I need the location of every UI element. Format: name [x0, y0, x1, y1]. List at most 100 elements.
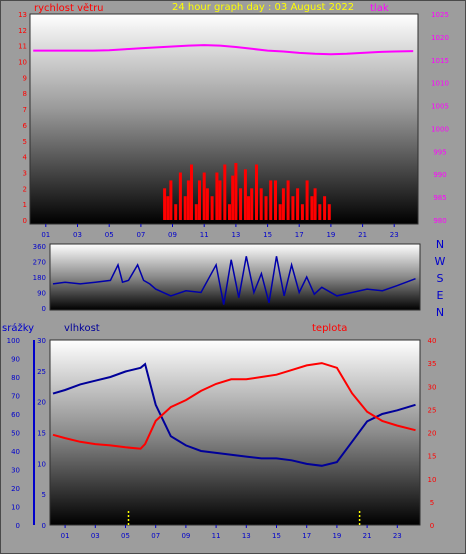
humidity-y-tick-label: 20 — [37, 399, 46, 407]
wind-x-tick-label: 09 — [168, 231, 177, 239]
wind-y-tick-label: 0 — [23, 217, 27, 225]
temperature-y-tick-label: 35 — [428, 360, 437, 368]
temperature-series-line — [52, 362, 416, 450]
wind-y-tick-label: 4 — [23, 154, 28, 162]
wind-speed-bar — [169, 180, 173, 220]
wind-speed-bar — [250, 188, 254, 220]
wind-speed-bar — [278, 204, 282, 220]
wind-speed-bar — [186, 180, 190, 220]
wind-speed-bar — [327, 204, 331, 220]
wind-speed-bar — [198, 180, 201, 220]
wind-x-tick-label: 01 — [41, 231, 50, 239]
compass-label: N — [436, 306, 444, 319]
direction-y-ticks: 0 90 180 270 360 — [33, 243, 46, 313]
wind-speed-bar — [228, 204, 231, 220]
wind-speed-bar — [239, 188, 243, 220]
bottom-x-tick-label: 17 — [302, 532, 311, 540]
bottom-x-tick-label: 05 — [121, 532, 130, 540]
rain-y-tick-label: 20 — [11, 485, 20, 493]
rain-y-tick-label: 100 — [7, 337, 20, 345]
wind-speed-bar — [318, 204, 322, 220]
rain-y-tick-label: 30 — [11, 467, 20, 475]
wind-x-tick-label: 19 — [326, 231, 335, 239]
bottom-x-tick-label: 13 — [242, 532, 251, 540]
temperature-y-tick-label: 0 — [430, 522, 434, 530]
pressure-y-tick-label: 1000 — [431, 125, 449, 133]
wind-speed-bar — [205, 188, 209, 220]
pressure-axis-label: tlak — [370, 3, 389, 14]
wind-speed-bar — [300, 204, 304, 220]
humidity-y-tick-label: 0 — [42, 522, 46, 530]
humidity-y-tick-label: 15 — [37, 430, 46, 438]
rain-y-tick-label: 80 — [11, 374, 20, 382]
wind-speed-bar — [259, 188, 263, 220]
wind-y-tick-label: 6 — [23, 122, 28, 130]
wind-speed-bar — [178, 172, 182, 220]
pressure-y-tick-label: 980 — [433, 217, 446, 225]
wind-speed-bar — [305, 180, 309, 220]
wind-speed-bar — [231, 175, 235, 220]
bottom-x-tick-label: 15 — [272, 532, 281, 540]
wind-x-tick-label: 23 — [390, 231, 399, 239]
wind-y-tick-label: 7 — [23, 106, 27, 114]
humidity-temperature-panel: srážky vlhkost teplota 01020304050607080… — [2, 322, 436, 540]
wind-y-tick-label: 13 — [18, 11, 27, 19]
wind-speed-bar — [218, 180, 222, 220]
wind-axis-label: rychlost větru — [34, 2, 104, 14]
wind-x-tick-label: 07 — [136, 231, 145, 239]
wind-x-tick-label: 13 — [231, 231, 240, 239]
rain-y-tick-label: 50 — [11, 430, 20, 438]
pressure-y-tick-label: 1005 — [431, 103, 449, 111]
bottom-x-tick-label: 03 — [91, 532, 100, 540]
direction-y-tick-label: 180 — [33, 274, 46, 282]
direction-y-tick-label: 0 — [42, 305, 46, 313]
wind-x-tick-label: 11 — [200, 231, 209, 239]
wind-speed-bar — [202, 172, 206, 220]
wind-x-tick-label: 03 — [73, 231, 82, 239]
bottom-x-tick-label: 21 — [363, 532, 372, 540]
bottom-x-tick-label: 19 — [332, 532, 341, 540]
humidity-axis-label: vlhkost — [64, 323, 100, 334]
wind-speed-bar — [247, 196, 250, 220]
wind-speed-bar — [183, 196, 187, 220]
wind-y-tick-label: 3 — [23, 170, 27, 178]
wind-y-tick-label: 2 — [23, 185, 27, 193]
pressure-y-tick-label: 1025 — [431, 11, 449, 19]
wind-speed-bar — [174, 204, 178, 220]
wind-direction-series-line — [52, 256, 416, 305]
direction-y-tick-label: 90 — [37, 290, 46, 298]
wind-speed-bar — [163, 188, 167, 220]
temperature-axis-label: teplota — [312, 323, 347, 334]
rain-y-ticks: 0 10 20 30 40 50 60 70 80 90 100 — [7, 337, 20, 530]
rain-y-tick-label: 90 — [11, 356, 20, 364]
wind-speed-bar — [223, 164, 227, 220]
wind-speed-bar — [286, 180, 290, 220]
wind-speed-bar — [310, 196, 314, 220]
rain-y-tick-label: 70 — [11, 393, 20, 401]
wind-y-tick-label: 8 — [23, 90, 27, 98]
wind-speed-bar — [264, 196, 268, 220]
rain-axis-label: srážky — [2, 322, 34, 334]
wind-speed-bar — [323, 196, 327, 220]
pressure-y-tick-label: 985 — [433, 194, 446, 202]
wind-speed-bar — [255, 164, 258, 220]
chart-title: 24 hour graph day : 03 August 2022 — [172, 2, 354, 13]
wind-x-tick-label: 17 — [295, 231, 304, 239]
pressure-y-tick-label: 1010 — [431, 80, 449, 88]
temperature-y-tick-label: 25 — [428, 406, 437, 414]
bottom-x-tick-label: 23 — [393, 532, 402, 540]
temperature-y-tick-label: 15 — [428, 453, 437, 461]
wind-y-tick-label: 9 — [23, 74, 27, 82]
pressure-y-tick-label: 1020 — [431, 34, 449, 42]
bottom-x-tick-label: 07 — [151, 532, 160, 540]
wind-y-tick-label: 1 — [23, 201, 27, 209]
wind-speed-bar — [215, 172, 219, 220]
temperature-y-tick-label: 30 — [428, 383, 437, 391]
wind-speed-bar — [194, 204, 198, 220]
wind-speed-bars — [163, 163, 331, 220]
wind-x-tick-label: 05 — [105, 231, 114, 239]
wind-speed-bar — [166, 196, 170, 220]
